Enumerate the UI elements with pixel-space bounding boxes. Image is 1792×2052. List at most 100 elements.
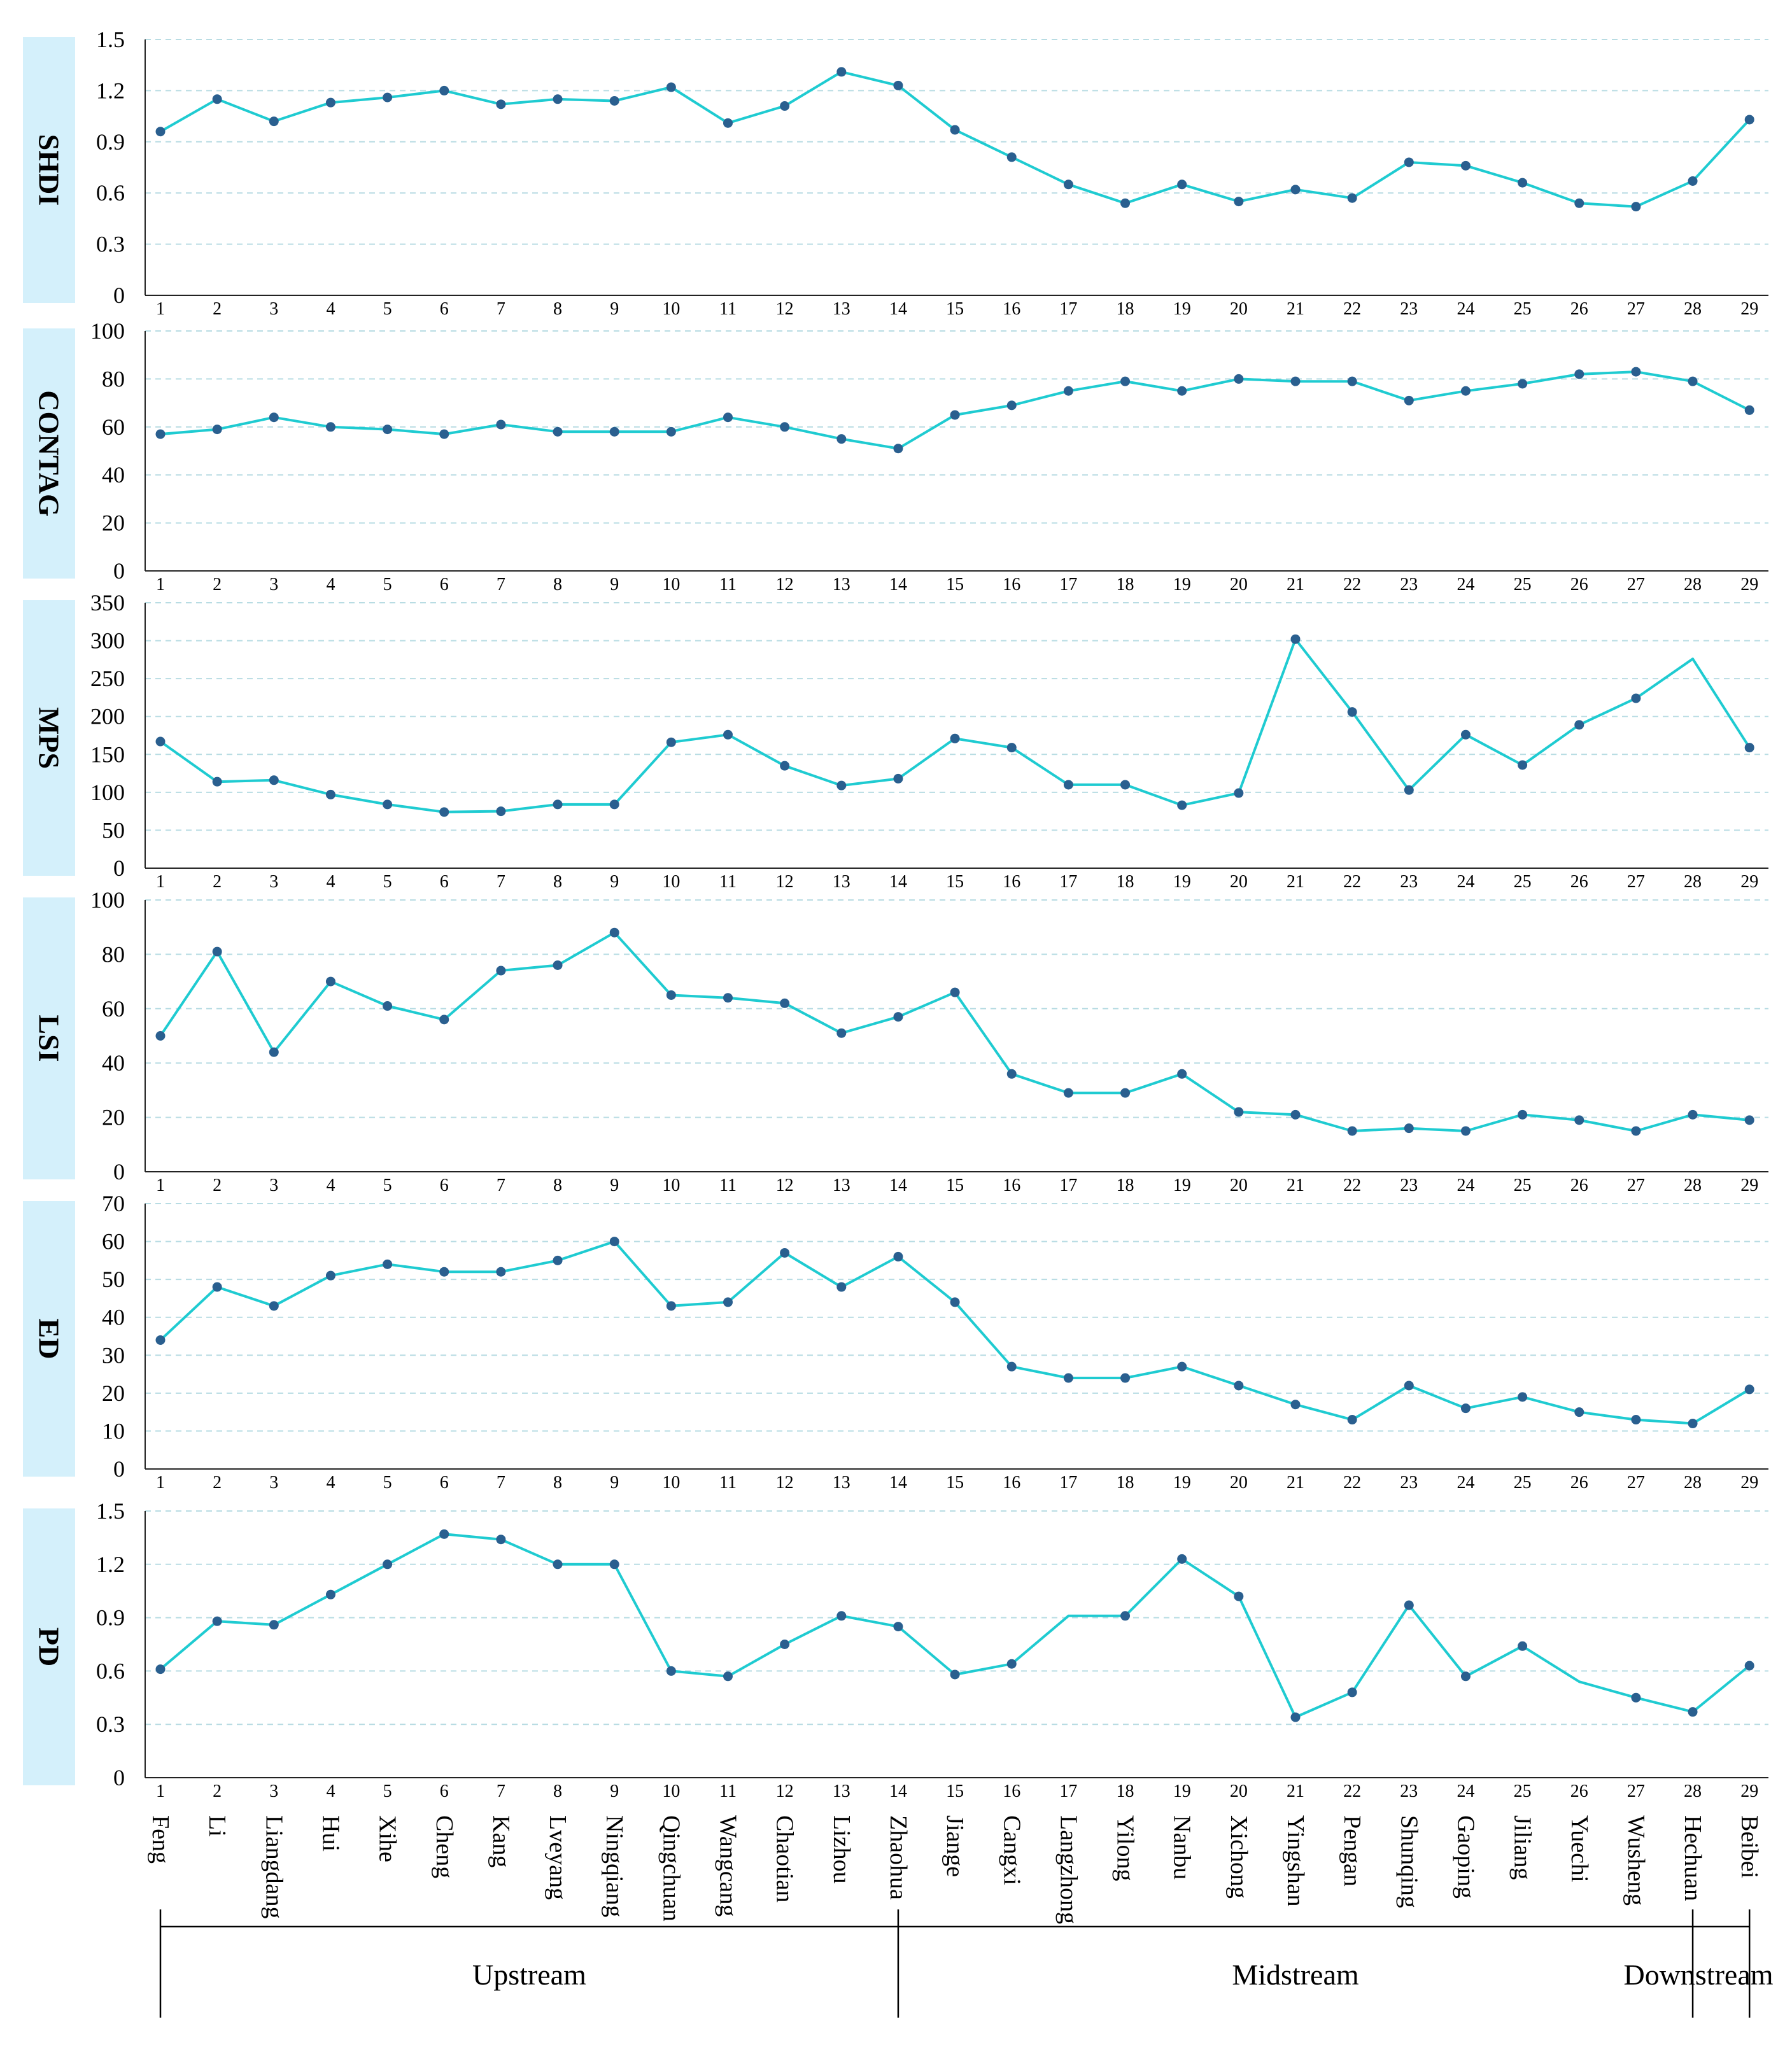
xtick-label: 15: [946, 1176, 964, 1195]
ylabel-box: [23, 600, 75, 876]
data-point: [496, 806, 506, 817]
xtick-label: 23: [1400, 872, 1418, 892]
xtick-label: 29: [1740, 299, 1758, 319]
ytick-label: 0: [113, 1456, 125, 1482]
xtick-label: 20: [1230, 575, 1248, 594]
data-point: [950, 410, 960, 420]
ytick-label: 350: [90, 590, 125, 615]
xtick-label: 25: [1514, 872, 1532, 892]
region-bracket: Upstream Midstream Downstream: [159, 1909, 1774, 2018]
data-point: [1177, 179, 1187, 190]
xtick-label: 16: [1003, 575, 1020, 594]
xtick-label: 15: [946, 1781, 964, 1801]
data-point: [1518, 1392, 1528, 1402]
data-point: [1006, 400, 1017, 411]
data-point: [1006, 1361, 1017, 1372]
xtick-label: 25: [1514, 299, 1532, 319]
xtick-label: 6: [440, 1781, 449, 1801]
ytick-label: 200: [90, 704, 125, 729]
xtick-label: 19: [1173, 299, 1191, 319]
county-name: Cheng: [431, 1815, 458, 1878]
data-point: [1177, 800, 1187, 810]
data-point: [325, 97, 335, 108]
xtick-label: 16: [1003, 1176, 1020, 1195]
county-name: Pengan: [1339, 1815, 1365, 1887]
region-label-midstream: Midstream: [1232, 1958, 1359, 1991]
xtick-label: 28: [1684, 1473, 1702, 1493]
xtick-label: 17: [1059, 1781, 1077, 1801]
data-point: [1063, 1373, 1073, 1383]
county-name: Kang: [488, 1815, 514, 1867]
data-point: [439, 1529, 449, 1539]
data-point: [269, 775, 279, 785]
data-point: [212, 1616, 222, 1626]
data-point: [1631, 693, 1641, 703]
data-point: [1290, 376, 1301, 386]
data-point: [1688, 1707, 1698, 1717]
data-point: [1120, 1373, 1131, 1383]
xtick-label: 1: [156, 575, 165, 594]
xtick-label: 28: [1684, 575, 1702, 594]
data-point: [439, 85, 449, 95]
xtick-label: 21: [1287, 872, 1304, 892]
data-point: [836, 434, 847, 444]
data-point: [1120, 1088, 1131, 1098]
xtick-label: 22: [1343, 299, 1361, 319]
ylabel-box: [23, 1201, 75, 1477]
xtick-label: 12: [776, 1781, 794, 1801]
data-point: [893, 80, 903, 90]
ylabel-shdi: SHDI: [33, 134, 66, 206]
ytick-label: 0: [113, 558, 125, 584]
data-point: [1234, 788, 1244, 798]
data-point: [1518, 760, 1528, 770]
ytick-label: 1.2: [96, 78, 125, 103]
xtick-label: 15: [946, 575, 964, 594]
county-name: Nanbu: [1169, 1815, 1196, 1880]
xtick-label: 8: [553, 299, 562, 319]
xtick-label: 23: [1400, 1781, 1418, 1801]
county-name: Yingshan: [1282, 1815, 1309, 1907]
data-point: [723, 412, 733, 423]
data-point: [723, 1297, 733, 1307]
xtick-label: 22: [1343, 872, 1361, 892]
xtick-label: 18: [1117, 1473, 1134, 1493]
xtick-label: 20: [1230, 1473, 1248, 1493]
xtick-label: 27: [1627, 872, 1645, 892]
xtick-label: 19: [1173, 575, 1191, 594]
data-point: [1631, 367, 1641, 377]
xtick-label: 29: [1740, 872, 1758, 892]
data-point: [269, 116, 279, 127]
data-point: [1290, 1400, 1301, 1410]
data-point: [723, 729, 733, 740]
data-point: [893, 1012, 903, 1022]
xtick-label: 24: [1457, 872, 1474, 892]
data-point: [780, 1640, 790, 1649]
xtick-label: 24: [1457, 1176, 1474, 1195]
data-point: [1631, 1126, 1641, 1136]
xtick-label: 16: [1003, 872, 1020, 892]
xtick-label: 13: [833, 299, 850, 319]
data-point: [1006, 1069, 1017, 1079]
data-point: [836, 1028, 847, 1038]
xtick-label: 21: [1287, 575, 1304, 594]
ytick-label: 70: [102, 1191, 125, 1216]
xtick-label: 12: [776, 1473, 794, 1493]
ylabel-box: [23, 37, 75, 303]
ytick-label: 60: [102, 996, 125, 1022]
data-point: [553, 1255, 563, 1265]
xtick-label: 23: [1400, 1176, 1418, 1195]
data-point: [553, 426, 563, 437]
xtick-label: 15: [946, 1473, 964, 1493]
data-point: [1006, 1659, 1017, 1669]
data-point: [1404, 785, 1414, 795]
data-point: [1460, 1403, 1471, 1414]
ytick-label: 0.3: [96, 232, 125, 257]
data-point: [383, 799, 393, 810]
data-point: [1177, 1361, 1187, 1372]
ytick-label: 250: [90, 666, 125, 691]
data-point: [1234, 1107, 1244, 1117]
xtick-label: 7: [497, 1473, 505, 1493]
data-point: [1177, 1554, 1187, 1564]
